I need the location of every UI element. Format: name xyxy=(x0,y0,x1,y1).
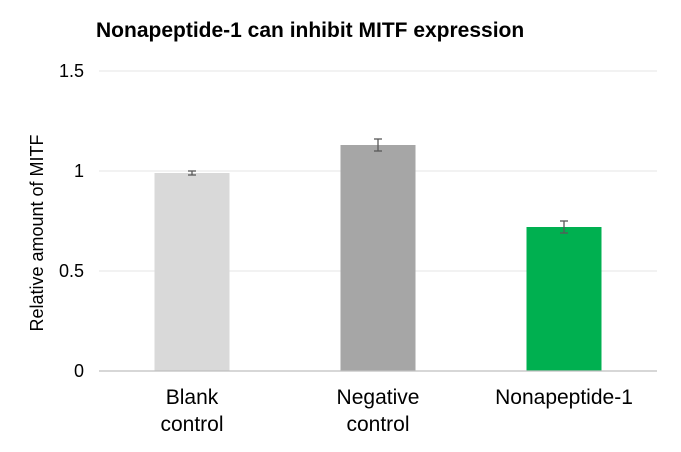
bar xyxy=(154,173,230,371)
x-category-labels: Blank control Negative control Nonapeptide-1 xyxy=(160,386,632,436)
y-tick-label: 0 xyxy=(74,361,84,381)
error-bar xyxy=(188,170,196,176)
x-category-label: Blank control xyxy=(160,386,223,436)
y-tick-labels: 0 0.5 1 1.5 xyxy=(59,61,84,381)
error-bar xyxy=(374,138,382,152)
chart-title: Nonapeptide-1 can inhibit MITF expressio… xyxy=(96,19,524,42)
x-category-label: Negative control xyxy=(337,386,420,436)
x-category-label: Nonapeptide-1 xyxy=(495,386,633,409)
y-tick-label: 1.5 xyxy=(59,61,84,81)
bar xyxy=(526,227,602,371)
error-bar xyxy=(560,220,568,234)
y-axis-title: Relative amount of MITF xyxy=(27,134,47,331)
y-tick-label: 1 xyxy=(74,161,84,181)
bars xyxy=(154,145,602,371)
error-bars xyxy=(188,138,568,234)
y-tick-label: 0.5 xyxy=(59,261,84,281)
bar xyxy=(340,145,416,371)
